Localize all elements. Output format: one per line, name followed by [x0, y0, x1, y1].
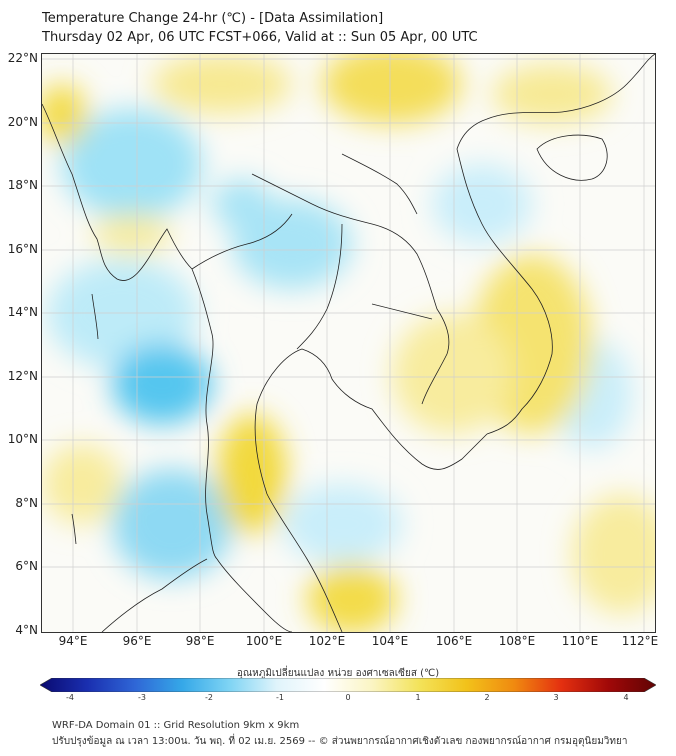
colorbar — [40, 678, 656, 692]
footer-credit: ปรับปรุงข้อมูล ณ เวลา 13:00น. วัน พฤ. ที… — [52, 736, 628, 747]
lon-label-94e: 94°E — [58, 634, 88, 648]
lon-label-102e: 102°E — [308, 634, 346, 648]
colorbar-tick: 1 — [415, 693, 421, 702]
lat-label-22n: 22°N — [7, 51, 38, 65]
colorbar-tick: -2 — [205, 693, 213, 702]
colorbar-tick: 2 — [484, 693, 490, 702]
lon-label-106e: 106°E — [435, 634, 473, 648]
lon-label-96e: 96°E — [122, 634, 152, 648]
lat-label-16n: 16°N — [7, 242, 38, 256]
colorbar-tick: -3 — [138, 693, 146, 702]
colorbar-ramp — [40, 678, 656, 692]
map-panel[interactable] — [41, 53, 656, 633]
chart-title: Temperature Change 24-hr (℃) - [Data Ass… — [42, 11, 384, 26]
colorbar-tick: 3 — [553, 693, 559, 702]
lat-label-20n: 20°N — [7, 115, 38, 129]
footer-model-info: WRF-DA Domain 01 :: Grid Resolution 9km … — [52, 720, 300, 731]
lat-label-18n: 18°N — [7, 178, 38, 192]
lat-label-10n: 10°N — [7, 432, 38, 446]
coastlines — [42, 54, 655, 632]
lat-label-8n: 8°N — [15, 496, 38, 510]
lat-label-6n: 6°N — [15, 559, 38, 573]
colorbar-tick: 0 — [345, 693, 351, 702]
temperature-field — [42, 54, 655, 632]
lon-label-108e: 108°E — [498, 634, 536, 648]
graticule — [42, 54, 655, 632]
chart-subtitle: Thursday 02 Apr, 06 UTC FCST+066, Valid … — [42, 30, 478, 45]
lat-label-4n: 4°N — [15, 623, 38, 637]
lon-label-100e: 100°E — [245, 634, 283, 648]
lon-label-98e: 98°E — [185, 634, 215, 648]
lat-label-12n: 12°N — [7, 369, 38, 383]
lon-label-110e: 110°E — [561, 634, 599, 648]
colorbar-tick: 4 — [623, 693, 629, 702]
colorbar-title: อุณหภูมิเปลี่ยนแปลง หน่วย องศาเซลเซียส (… — [236, 668, 440, 679]
temperature-change-map[interactable] — [42, 54, 655, 632]
lon-label-104e: 104°E — [371, 634, 409, 648]
lat-label-14n: 14°N — [7, 305, 38, 319]
lon-label-112e: 112°E — [621, 634, 659, 648]
colorbar-tick: -4 — [66, 693, 74, 702]
colorbar-tick: -1 — [276, 693, 284, 702]
